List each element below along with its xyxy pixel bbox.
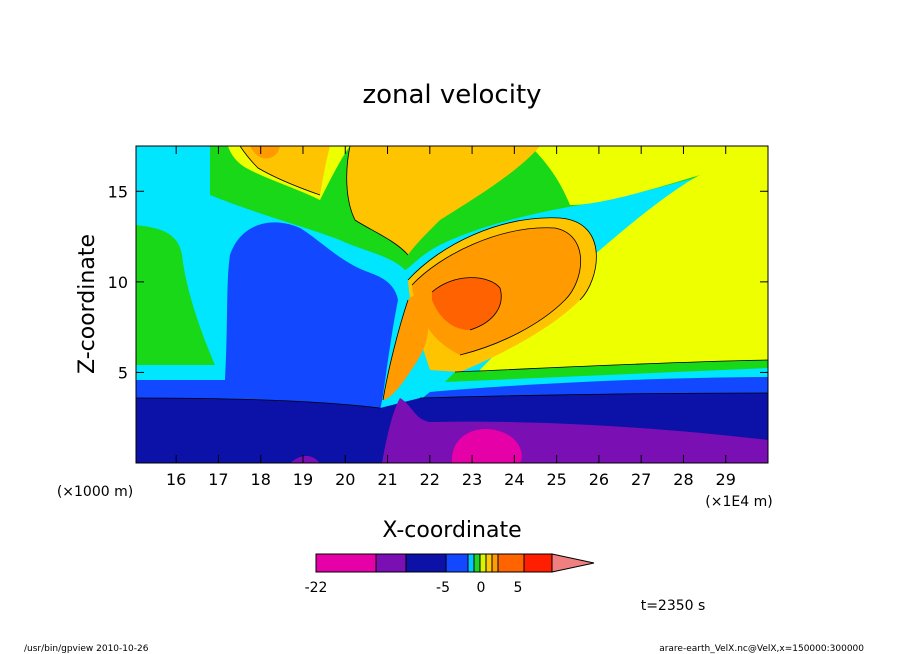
- y-tick-label: 15: [108, 182, 128, 201]
- x-tick-label: 18: [251, 470, 271, 489]
- colorbar-label: -22: [305, 580, 328, 596]
- x-tick-label: 22: [420, 470, 440, 489]
- colorbar-arrow: [551, 553, 595, 573]
- colorbar-swatch: [473, 553, 481, 573]
- footer-right: arare-earth_VelX.nc@VelX,x=150000:300000: [659, 644, 864, 654]
- x-tick-label: 23: [462, 470, 482, 489]
- x-tick-label: 17: [208, 470, 228, 489]
- colorbar-label: -5: [436, 580, 450, 596]
- region-green-left: [136, 225, 215, 365]
- x-tick-label: 21: [377, 470, 397, 489]
- colorbar-swatch: [485, 553, 493, 573]
- x-tick-label: 25: [546, 470, 566, 489]
- region-blue-core: [136, 222, 398, 422]
- colorbar-label: 0: [477, 580, 486, 596]
- region-darkorange-core: [432, 277, 502, 330]
- colorbar-swatch: [375, 553, 407, 573]
- colorbar-swatch: [523, 553, 553, 573]
- region-purple-left: [290, 455, 320, 463]
- time-label: t=2350 s: [641, 598, 706, 614]
- colorbar: -22 -5 0 5: [305, 553, 595, 596]
- y-tick-label: 5: [118, 363, 128, 382]
- x-tick-label: 26: [589, 470, 609, 489]
- region-gold-center: [346, 146, 540, 255]
- x-tick-label: 19: [293, 470, 313, 489]
- x-tick-label: 24: [504, 470, 524, 489]
- x-axis: 16 17 18 19 20 21 22 23 24 25 26 27 28 29: [166, 146, 736, 489]
- colorbar-swatch: [491, 553, 499, 573]
- region-orange-tongue: [383, 296, 429, 400]
- x-tick-label: 28: [673, 470, 693, 489]
- colorbar-swatch: [467, 553, 475, 573]
- colorbar-swatch: [315, 553, 377, 573]
- plot-frame: [135, 145, 769, 464]
- x-tick-label: 27: [631, 470, 651, 489]
- region-orange-top: [250, 146, 280, 159]
- x-tick-label: 16: [166, 470, 186, 489]
- x-unit-note: (×1E4 m): [705, 494, 772, 510]
- region-gold-top: [240, 146, 330, 195]
- region-magenta-core: [451, 429, 522, 463]
- contour-field: [136, 146, 768, 463]
- x-tick-label: 29: [716, 470, 736, 489]
- y-tick-label: 10: [108, 273, 128, 292]
- colorbar-swatch: [479, 553, 487, 573]
- y-unit-note: (×1000 m): [57, 484, 133, 500]
- colorbar-swatch: [497, 553, 525, 573]
- footer-left: /usr/bin/gpview 2010-10-26: [24, 644, 149, 654]
- x-axis-label: X-coordinate: [382, 518, 521, 543]
- x-tick-label: 20: [335, 470, 355, 489]
- y-axis-label: Z-coordinate: [75, 234, 100, 374]
- colorbar-swatch: [445, 553, 469, 573]
- chart-title: zonal velocity: [362, 80, 541, 110]
- colorbar-label: 5: [514, 580, 523, 596]
- colorbar-swatch: [405, 553, 447, 573]
- y-axis: 5 10 15: [108, 182, 768, 382]
- region-green-right: [445, 360, 768, 382]
